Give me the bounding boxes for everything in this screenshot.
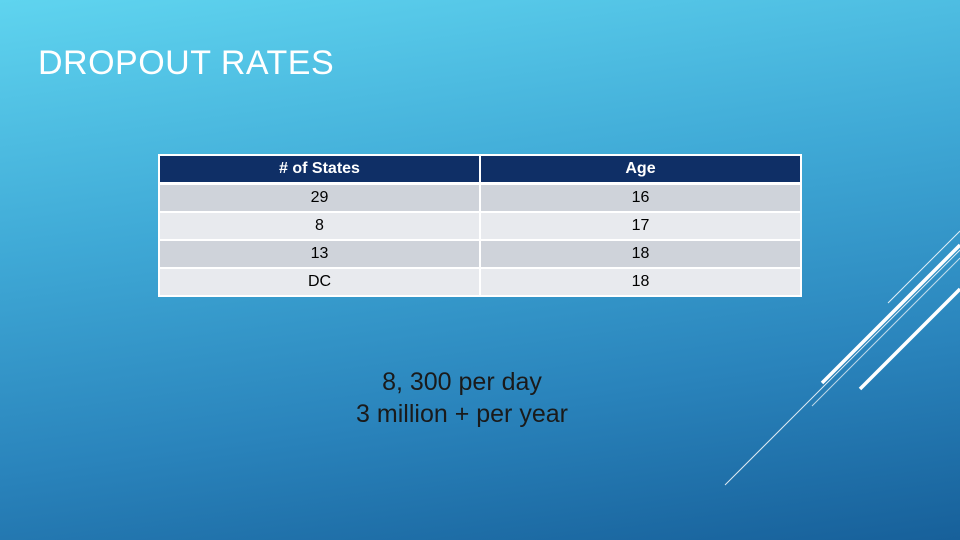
cell-age: 18 bbox=[480, 240, 800, 269]
summary-per-year: 3 million + per year bbox=[356, 400, 568, 428]
cell-age: 18 bbox=[480, 268, 800, 295]
cell-states: 13 bbox=[160, 240, 481, 269]
cell-age: 16 bbox=[480, 183, 800, 213]
summary-text: 8, 300 per day 3 million + per year bbox=[262, 366, 662, 430]
table-row: 13 18 bbox=[160, 240, 800, 269]
deco-line-thick-2 bbox=[858, 287, 960, 391]
table-row: 29 16 bbox=[160, 183, 800, 213]
deco-line-thin-3 bbox=[811, 257, 960, 407]
dropout-table: # of States Age 29 16 8 17 13 18 DC 18 bbox=[160, 156, 800, 295]
cell-states: 29 bbox=[160, 183, 481, 213]
header-states: # of States bbox=[160, 156, 481, 185]
table-row: DC 18 bbox=[160, 268, 800, 295]
cell-states: DC bbox=[160, 268, 481, 295]
deco-line-thick-1 bbox=[820, 243, 960, 385]
cell-age: 17 bbox=[480, 212, 800, 241]
deco-line-thin-2 bbox=[887, 230, 960, 304]
table-header-row: # of States Age bbox=[160, 156, 800, 185]
slide-title: DROPOUT RATES bbox=[38, 44, 335, 82]
table-row: 8 17 bbox=[160, 212, 800, 241]
header-age: Age bbox=[480, 156, 800, 185]
summary-per-day: 8, 300 per day bbox=[382, 368, 542, 396]
dropout-table-container: # of States Age 29 16 8 17 13 18 DC 18 bbox=[158, 154, 802, 297]
cell-states: 8 bbox=[160, 212, 481, 241]
